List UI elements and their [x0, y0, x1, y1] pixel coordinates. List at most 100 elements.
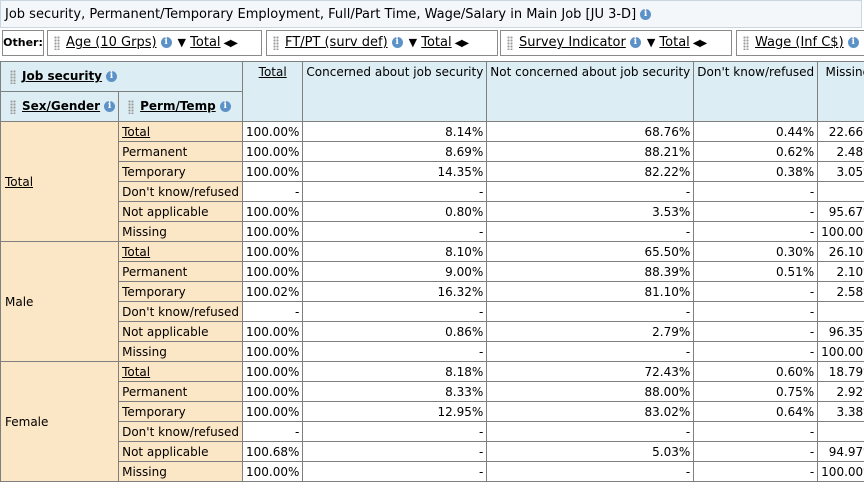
table-cell: 100.00% — [817, 341, 864, 362]
table-cell: 100.00% — [817, 221, 864, 242]
row-label-text: Don't know/refused — [122, 184, 239, 199]
drag-handle-icon[interactable] — [10, 69, 16, 84]
dropdown-triangle-icon[interactable]: ▼ — [408, 36, 418, 49]
column-header-link[interactable]: Total — [258, 65, 287, 79]
table-cell: 2.48% — [817, 141, 864, 162]
data-table: Job security i Total Concerned about job … — [0, 61, 864, 482]
drag-handle-icon[interactable] — [128, 99, 135, 114]
row-label-text[interactable]: Total — [122, 364, 151, 379]
dropdown-triangle-icon[interactable]: ▼ — [646, 36, 656, 49]
table-cell: - — [693, 221, 819, 242]
column-dimension-header[interactable]: Job security i — [0, 61, 243, 92]
row-label-text: Don't know/refused — [122, 304, 239, 319]
row-group-label[interactable]: Total — [0, 121, 120, 242]
table-cell: 95.67% — [817, 201, 864, 222]
table-cell: 72.43% — [486, 361, 695, 382]
table-cell: 16.32% — [302, 281, 488, 302]
table-cell: - — [302, 341, 488, 362]
dimension-value-link[interactable]: Total — [659, 35, 690, 50]
table-cell: 100.00% — [241, 361, 304, 382]
prev-next-arrows-icon[interactable]: ◀▶ — [223, 38, 238, 49]
row-group-label-text[interactable]: Total — [5, 174, 34, 189]
row-label-text[interactable]: Total — [122, 124, 151, 139]
row-label-text: Permanent — [122, 264, 188, 279]
prev-next-arrows-icon[interactable]: ◀▶ — [454, 38, 469, 49]
dimension-value-link[interactable]: Total — [190, 35, 221, 50]
table-cell: 8.14% — [302, 121, 488, 142]
table-cell: 0.62% — [693, 141, 819, 162]
info-icon[interactable]: i — [391, 37, 403, 48]
row-label: Temporary — [118, 161, 243, 182]
info-icon[interactable]: i — [847, 37, 859, 48]
dropdown-triangle-icon[interactable]: ▼ — [177, 36, 187, 49]
title-bar: Job security, Permanent/Temporary Employ… — [0, 0, 862, 28]
table-cell: - — [302, 461, 488, 482]
row-dimension-link[interactable]: Sex/Gender — [22, 99, 101, 114]
row-label: Don't know/refused — [118, 301, 243, 322]
table-cell: 0.44% — [693, 121, 819, 142]
table-body: TotalTotal100.00%8.14%68.76%0.44%22.66%P… — [0, 121, 864, 482]
column-header-not-concerned: Not concerned about job security — [486, 61, 695, 122]
info-icon[interactable]: i — [160, 37, 172, 48]
row-label: Permanent — [118, 381, 243, 402]
dimension-name-link[interactable]: Age (10 Grps) — [66, 35, 157, 50]
row-label-text: Permanent — [122, 144, 188, 159]
table-cell: 100.00% — [241, 201, 304, 222]
row-label-text: Don't know/refused — [122, 424, 239, 439]
row-dimension-header-sex[interactable]: Sex/Gender i — [0, 91, 120, 122]
table-cell: 0.80% — [302, 201, 488, 222]
table-cell: - — [817, 421, 864, 442]
column-header-total[interactable]: Total — [241, 61, 304, 122]
drag-handle-icon[interactable] — [507, 35, 513, 50]
column-header-dont-know: Don't know/refused — [693, 61, 819, 122]
table-cell: - — [302, 421, 488, 442]
info-icon[interactable]: i — [629, 37, 641, 48]
dimension-name-link[interactable]: FT/PT (surv def) — [285, 35, 388, 50]
table-cell: 3.05% — [817, 161, 864, 182]
row-label-text: Not applicable — [122, 324, 209, 339]
info-icon[interactable]: i — [219, 101, 231, 113]
row-label[interactable]: Total — [118, 121, 243, 142]
row-label: Missing — [118, 221, 243, 242]
info-icon[interactable]: i — [106, 71, 118, 83]
drag-handle-icon[interactable] — [54, 35, 60, 50]
column-dimension-link[interactable]: Job security — [22, 69, 103, 84]
table-cell: - — [693, 461, 819, 482]
table-row: Don't know/refused----- — [1, 301, 864, 322]
row-label[interactable]: Total — [118, 361, 243, 382]
info-icon[interactable]: i — [640, 9, 652, 20]
table-cell: 14.35% — [302, 161, 488, 182]
row-label[interactable]: Total — [118, 241, 243, 262]
table-row: Permanent 100.00%8.33%88.00%0.75%2.92% — [1, 381, 864, 402]
row-dimension-link[interactable]: Perm/Temp — [140, 99, 216, 114]
dimension-value-link[interactable]: Total — [421, 35, 452, 50]
prev-next-arrows-icon[interactable]: ◀▶ — [692, 38, 707, 49]
drag-handle-icon[interactable] — [743, 35, 749, 50]
table-cell: 0.30% — [693, 241, 819, 262]
table-cell: 2.92% — [817, 381, 864, 402]
table-cell: - — [693, 321, 819, 342]
drag-handle-icon[interactable] — [10, 99, 16, 114]
info-icon[interactable]: i — [104, 101, 116, 113]
table-cell: - — [693, 181, 819, 202]
row-label: Temporary — [118, 281, 243, 302]
dimension-survey-indicator[interactable]: Survey Indicator i ▼ Total ◀▶ — [500, 30, 732, 56]
row-label-text[interactable]: Total — [122, 244, 151, 259]
dimension-age[interactable]: Age (10 Grps) i ▼ Total ◀▶ — [47, 30, 262, 56]
table-row: Temporary 100.02%16.32%81.10%-2.58% — [1, 281, 864, 302]
table-cell: 100.00% — [241, 401, 304, 422]
table-cell: - — [302, 221, 488, 242]
table-cell: 100.00% — [241, 121, 304, 142]
table-cell: - — [302, 301, 488, 322]
row-group-label-text: Female — [5, 414, 49, 429]
table-cell: 82.22% — [486, 161, 695, 182]
table-cell: - — [241, 421, 304, 442]
dimension-name-link[interactable]: Wage (Inf C$) — [755, 35, 844, 50]
dimension-name-link[interactable]: Survey Indicator — [519, 35, 626, 50]
dimension-ftpt[interactable]: FT/PT (surv def) i ▼ Total ◀▶ — [266, 30, 498, 56]
row-dimension-header-perm-temp[interactable]: Perm/Temp i — [118, 91, 243, 122]
drag-handle-icon[interactable] — [273, 35, 279, 50]
dimension-wage[interactable]: Wage (Inf C$)i▼ — [736, 30, 864, 56]
